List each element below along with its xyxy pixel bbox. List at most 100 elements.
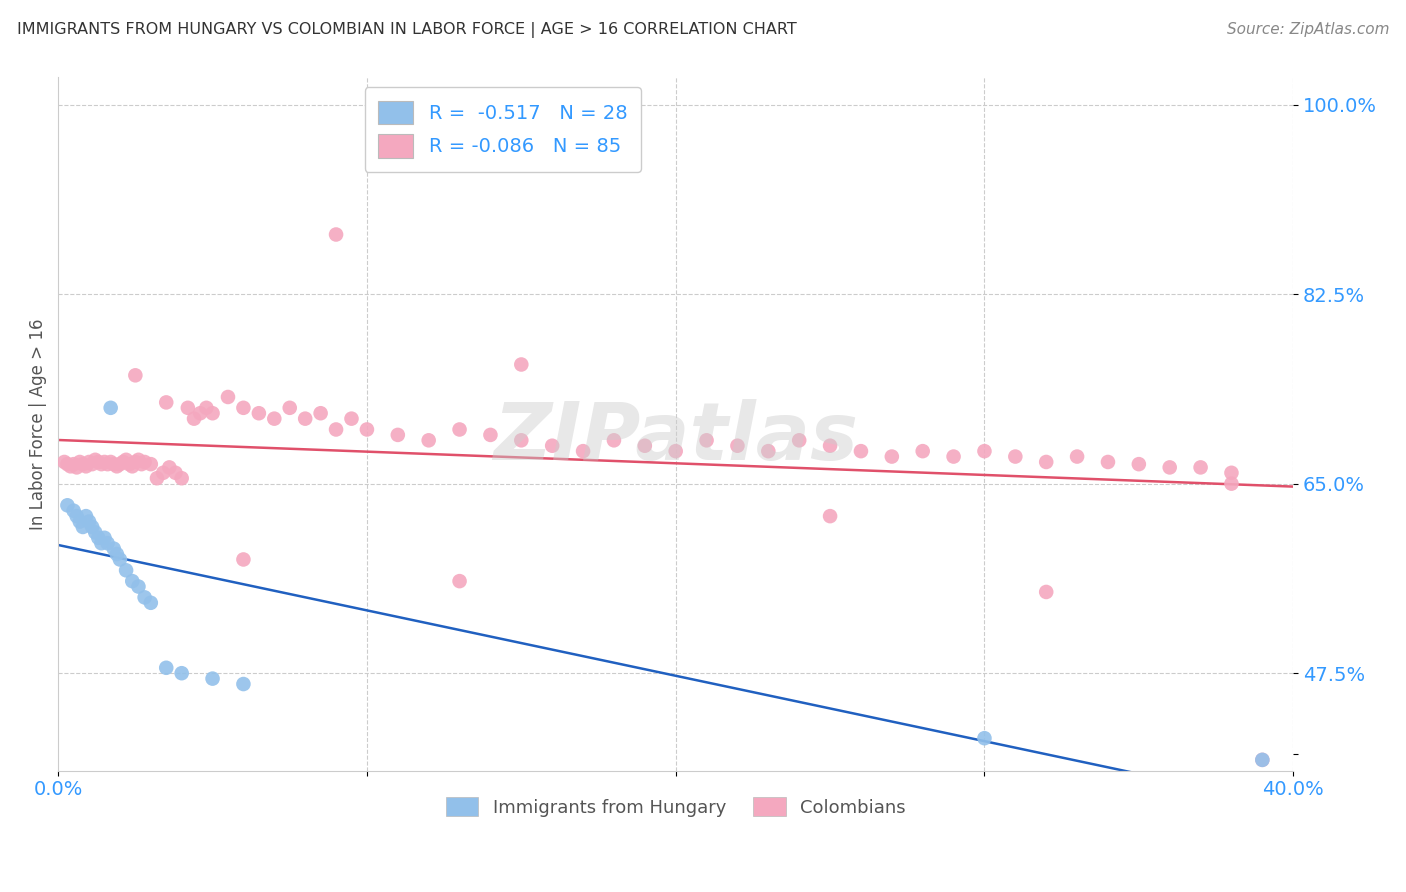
Point: [165, 466, 187, 480]
Point: [294, 411, 316, 425]
Point: [818, 439, 841, 453]
Point: [97, 536, 120, 550]
Point: [510, 358, 533, 372]
Point: [155, 661, 177, 675]
Point: [325, 227, 347, 242]
Point: [131, 457, 153, 471]
Point: [87, 455, 110, 469]
Point: [103, 457, 125, 471]
Point: [93, 531, 115, 545]
Point: [183, 411, 205, 425]
Point: [756, 444, 779, 458]
Point: [118, 457, 141, 471]
Point: [66, 460, 89, 475]
Point: [77, 515, 100, 529]
Point: [418, 434, 440, 448]
Y-axis label: In Labor Force | Age > 16: In Labor Force | Age > 16: [30, 318, 46, 530]
Point: [100, 455, 122, 469]
Point: [134, 455, 156, 469]
Point: [69, 455, 91, 469]
Point: [725, 439, 748, 453]
Point: [541, 439, 564, 453]
Point: [1128, 457, 1150, 471]
Point: [1251, 753, 1274, 767]
Point: [232, 552, 254, 566]
Point: [146, 471, 169, 485]
Point: [77, 455, 100, 469]
Point: [880, 450, 903, 464]
Point: [82, 520, 104, 534]
Point: [157, 460, 180, 475]
Point: [449, 574, 471, 588]
Point: [973, 444, 995, 458]
Point: [818, 509, 841, 524]
Point: [139, 596, 162, 610]
Point: [911, 444, 934, 458]
Point: [510, 434, 533, 448]
Point: [1035, 585, 1057, 599]
Point: [634, 439, 657, 453]
Point: [217, 390, 239, 404]
Point: [111, 455, 134, 469]
Point: [325, 422, 347, 436]
Point: [103, 541, 125, 556]
Point: [232, 677, 254, 691]
Point: [56, 498, 79, 512]
Point: [309, 406, 332, 420]
Point: [59, 459, 82, 474]
Point: [387, 428, 409, 442]
Point: [201, 672, 224, 686]
Point: [155, 395, 177, 409]
Point: [62, 504, 84, 518]
Point: [90, 457, 112, 471]
Legend: Immigrants from Hungary, Colombians: Immigrants from Hungary, Colombians: [439, 790, 912, 824]
Point: [1189, 460, 1212, 475]
Point: [1066, 450, 1088, 464]
Point: [942, 450, 965, 464]
Point: [66, 509, 89, 524]
Point: [127, 452, 149, 467]
Point: [87, 531, 110, 545]
Point: [787, 434, 810, 448]
Point: [356, 422, 378, 436]
Point: [121, 459, 143, 474]
Point: [232, 401, 254, 415]
Point: [72, 520, 94, 534]
Point: [201, 406, 224, 420]
Point: [1035, 455, 1057, 469]
Point: [62, 457, 84, 471]
Point: [603, 434, 626, 448]
Point: [696, 434, 718, 448]
Point: [973, 731, 995, 746]
Point: [188, 406, 211, 420]
Point: [572, 444, 595, 458]
Point: [1220, 466, 1243, 480]
Point: [121, 574, 143, 588]
Point: [105, 547, 128, 561]
Point: [56, 457, 79, 471]
Point: [84, 452, 107, 467]
Point: [75, 459, 97, 474]
Point: [134, 591, 156, 605]
Point: [1097, 455, 1119, 469]
Point: [93, 455, 115, 469]
Point: [849, 444, 872, 458]
Point: [69, 515, 91, 529]
Point: [105, 459, 128, 474]
Text: IMMIGRANTS FROM HUNGARY VS COLOMBIAN IN LABOR FORCE | AGE > 16 CORRELATION CHART: IMMIGRANTS FROM HUNGARY VS COLOMBIAN IN …: [17, 22, 797, 38]
Point: [82, 457, 104, 471]
Point: [72, 457, 94, 471]
Point: [1159, 460, 1181, 475]
Point: [1251, 753, 1274, 767]
Point: [1220, 476, 1243, 491]
Point: [127, 580, 149, 594]
Point: [53, 455, 76, 469]
Point: [108, 552, 131, 566]
Point: [247, 406, 270, 420]
Point: [115, 563, 138, 577]
Text: ZIPatlas: ZIPatlas: [494, 399, 858, 477]
Point: [170, 471, 193, 485]
Point: [97, 457, 120, 471]
Point: [263, 411, 285, 425]
Point: [177, 401, 200, 415]
